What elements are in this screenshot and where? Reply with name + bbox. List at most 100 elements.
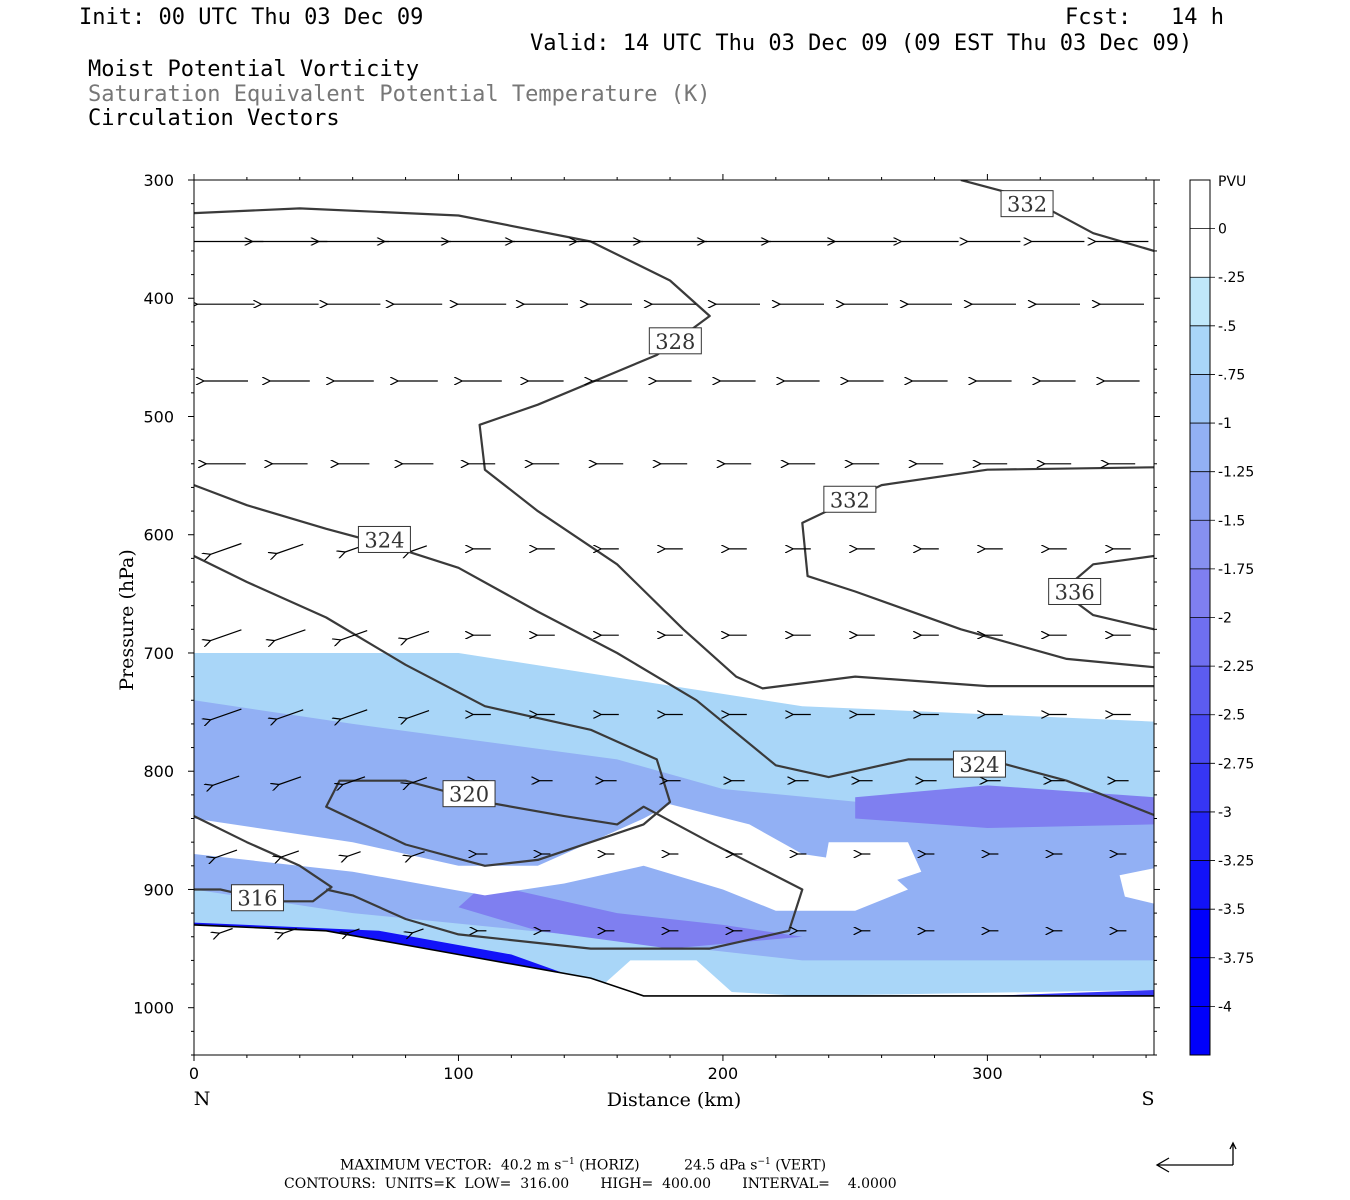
contour-label-328: 328 [648, 327, 702, 355]
x-tick-label: 100 [443, 1064, 474, 1083]
contour-320-5 [194, 555, 804, 950]
colorbar-label: -1.5 [1218, 513, 1245, 529]
colorbar-swatch [1190, 860, 1210, 910]
vector-arrow [215, 849, 238, 858]
svg-text:316: 316 [237, 887, 277, 911]
vector-arrow [219, 927, 233, 934]
colorbar-swatch [1190, 374, 1210, 424]
contour-332-2 [801, 466, 1154, 669]
vector-arrow [213, 775, 240, 785]
colorbar-label: 0 [1218, 222, 1227, 238]
pv-shading [194, 653, 1154, 1006]
vector-arrow [411, 851, 425, 857]
svg-text:324: 324 [959, 753, 999, 777]
contour-316-6 [194, 815, 333, 903]
colorbar-title: PVU [1218, 174, 1246, 190]
vector-arrow [341, 709, 368, 719]
svg-text:332: 332 [1007, 193, 1047, 217]
max-vector-line: MAXIMUM VECTOR: 40.2 m s−1 (HORIZ) 24.5 … [340, 1157, 827, 1174]
y-tick-label: 600 [143, 526, 174, 545]
colorbar-swatch [1190, 957, 1210, 1007]
vector-arrow [409, 777, 427, 784]
y-tick-label: 700 [143, 644, 174, 663]
y-axis-label: Pressure (hPa) [116, 549, 138, 691]
svg-text:328: 328 [655, 330, 695, 354]
forecast-hour: Fcst: 14 h [1065, 5, 1224, 30]
colorbar-swatch [1190, 568, 1210, 618]
colorbar-label: -.75 [1218, 367, 1245, 383]
field-title-mpv: Moist Potential Vorticity [88, 57, 420, 82]
contour-label-332: 332 [823, 485, 877, 513]
contour-label-336: 336 [1048, 577, 1102, 605]
field-title-theta-es: Saturation Equivalent Potential Temperat… [88, 82, 711, 107]
colorbar-swatch [1190, 423, 1210, 472]
colorbar-swatch [1190, 228, 1210, 278]
svg-text:324: 324 [364, 528, 404, 552]
contours-info: CONTOURS: UNITS=K LOW= 316.00 HIGH= 400.… [284, 1176, 897, 1192]
contour-labels: 332 328 332 324 336 324 320 316 [230, 190, 1102, 912]
vector-arrow [347, 851, 361, 857]
contour-328-1 [194, 207, 1154, 690]
colorbar-swatch [1190, 471, 1210, 521]
colorbar-label: -3.75 [1218, 951, 1254, 967]
x-tick-label: 200 [708, 1064, 739, 1083]
contour-label-320: 320 [442, 780, 496, 808]
axes: 300 400 500 600 700 800 900 1000 0 100 200 300 [133, 171, 1160, 1083]
x-end-label-north: N [194, 1088, 211, 1110]
pv-colorbar: PVU 0 -.25 -.5 -.75 -1 -1.25 -1.5 -1.75 -2 -2.25 -2… [1189, 174, 1254, 1056]
pv-region-3 [458, 883, 803, 949]
y-tick-label: 500 [143, 407, 174, 426]
vector-arrow [349, 928, 360, 933]
colorbar-label: -.25 [1218, 270, 1245, 286]
y-tick-label: 900 [143, 880, 174, 899]
vector-arrow [281, 850, 299, 857]
colorbar-swatch [1190, 180, 1210, 229]
vector-arrow [341, 630, 368, 640]
contour-label-332: 332 [1000, 190, 1054, 218]
colorbar-label: -2 [1218, 611, 1232, 627]
reference-vector [1155, 1141, 1237, 1173]
y-tick-label: 400 [143, 289, 174, 308]
circulation-vectors [194, 242, 1149, 934]
vector-arrow [277, 543, 304, 553]
colorbar-swatch [1190, 666, 1210, 715]
colorbar-swatch [1190, 714, 1210, 764]
vector-arrow [407, 630, 430, 639]
vector-arrow [211, 708, 242, 720]
colorbar-label: -3 [1218, 805, 1232, 821]
y-tick-label: 800 [143, 762, 174, 781]
vector-arrow [283, 927, 297, 934]
contour-label-324: 324 [357, 525, 411, 553]
colorbar-swatch [1190, 811, 1210, 861]
colorbar-label: -.5 [1218, 319, 1236, 335]
x-axis-label: Distance (km) [607, 1089, 742, 1111]
contour-332-0 [960, 180, 1154, 252]
vector-arrow [407, 710, 430, 719]
init-time: Init: 00 UTC Thu 03 Dec 09 [79, 5, 424, 30]
colorbar-swatch [1190, 617, 1210, 667]
colorbar-swatch [1190, 325, 1210, 375]
colorbar-swatch [1190, 1006, 1210, 1055]
contour-label-316: 316 [230, 884, 284, 912]
colorbar-label: -1.25 [1218, 465, 1254, 481]
colorbar-label: -1 [1218, 416, 1232, 432]
pv-gap-1 [823, 842, 922, 890]
pv-region-2 [855, 785, 1154, 828]
plot-frame [193, 179, 1155, 1056]
colorbar-label: -2.75 [1218, 756, 1254, 772]
svg-text:320: 320 [449, 783, 489, 807]
vector-arrow [211, 542, 242, 555]
vector-arrow [211, 629, 242, 641]
colorbar-label: -1.75 [1218, 562, 1254, 578]
contour-label-324: 324 [952, 750, 1006, 778]
vector-arrow [279, 776, 302, 785]
x-tick-label: 0 [189, 1064, 199, 1083]
ground-area [194, 924, 1154, 1055]
colorbar-swatch [1190, 277, 1210, 326]
field-title-vectors: Circulation Vectors [88, 106, 340, 131]
y-tick-label: 300 [143, 171, 174, 190]
colorbar-swatch [1190, 763, 1210, 812]
vector-arrow [413, 928, 424, 933]
terrain-surface [194, 924, 1154, 997]
